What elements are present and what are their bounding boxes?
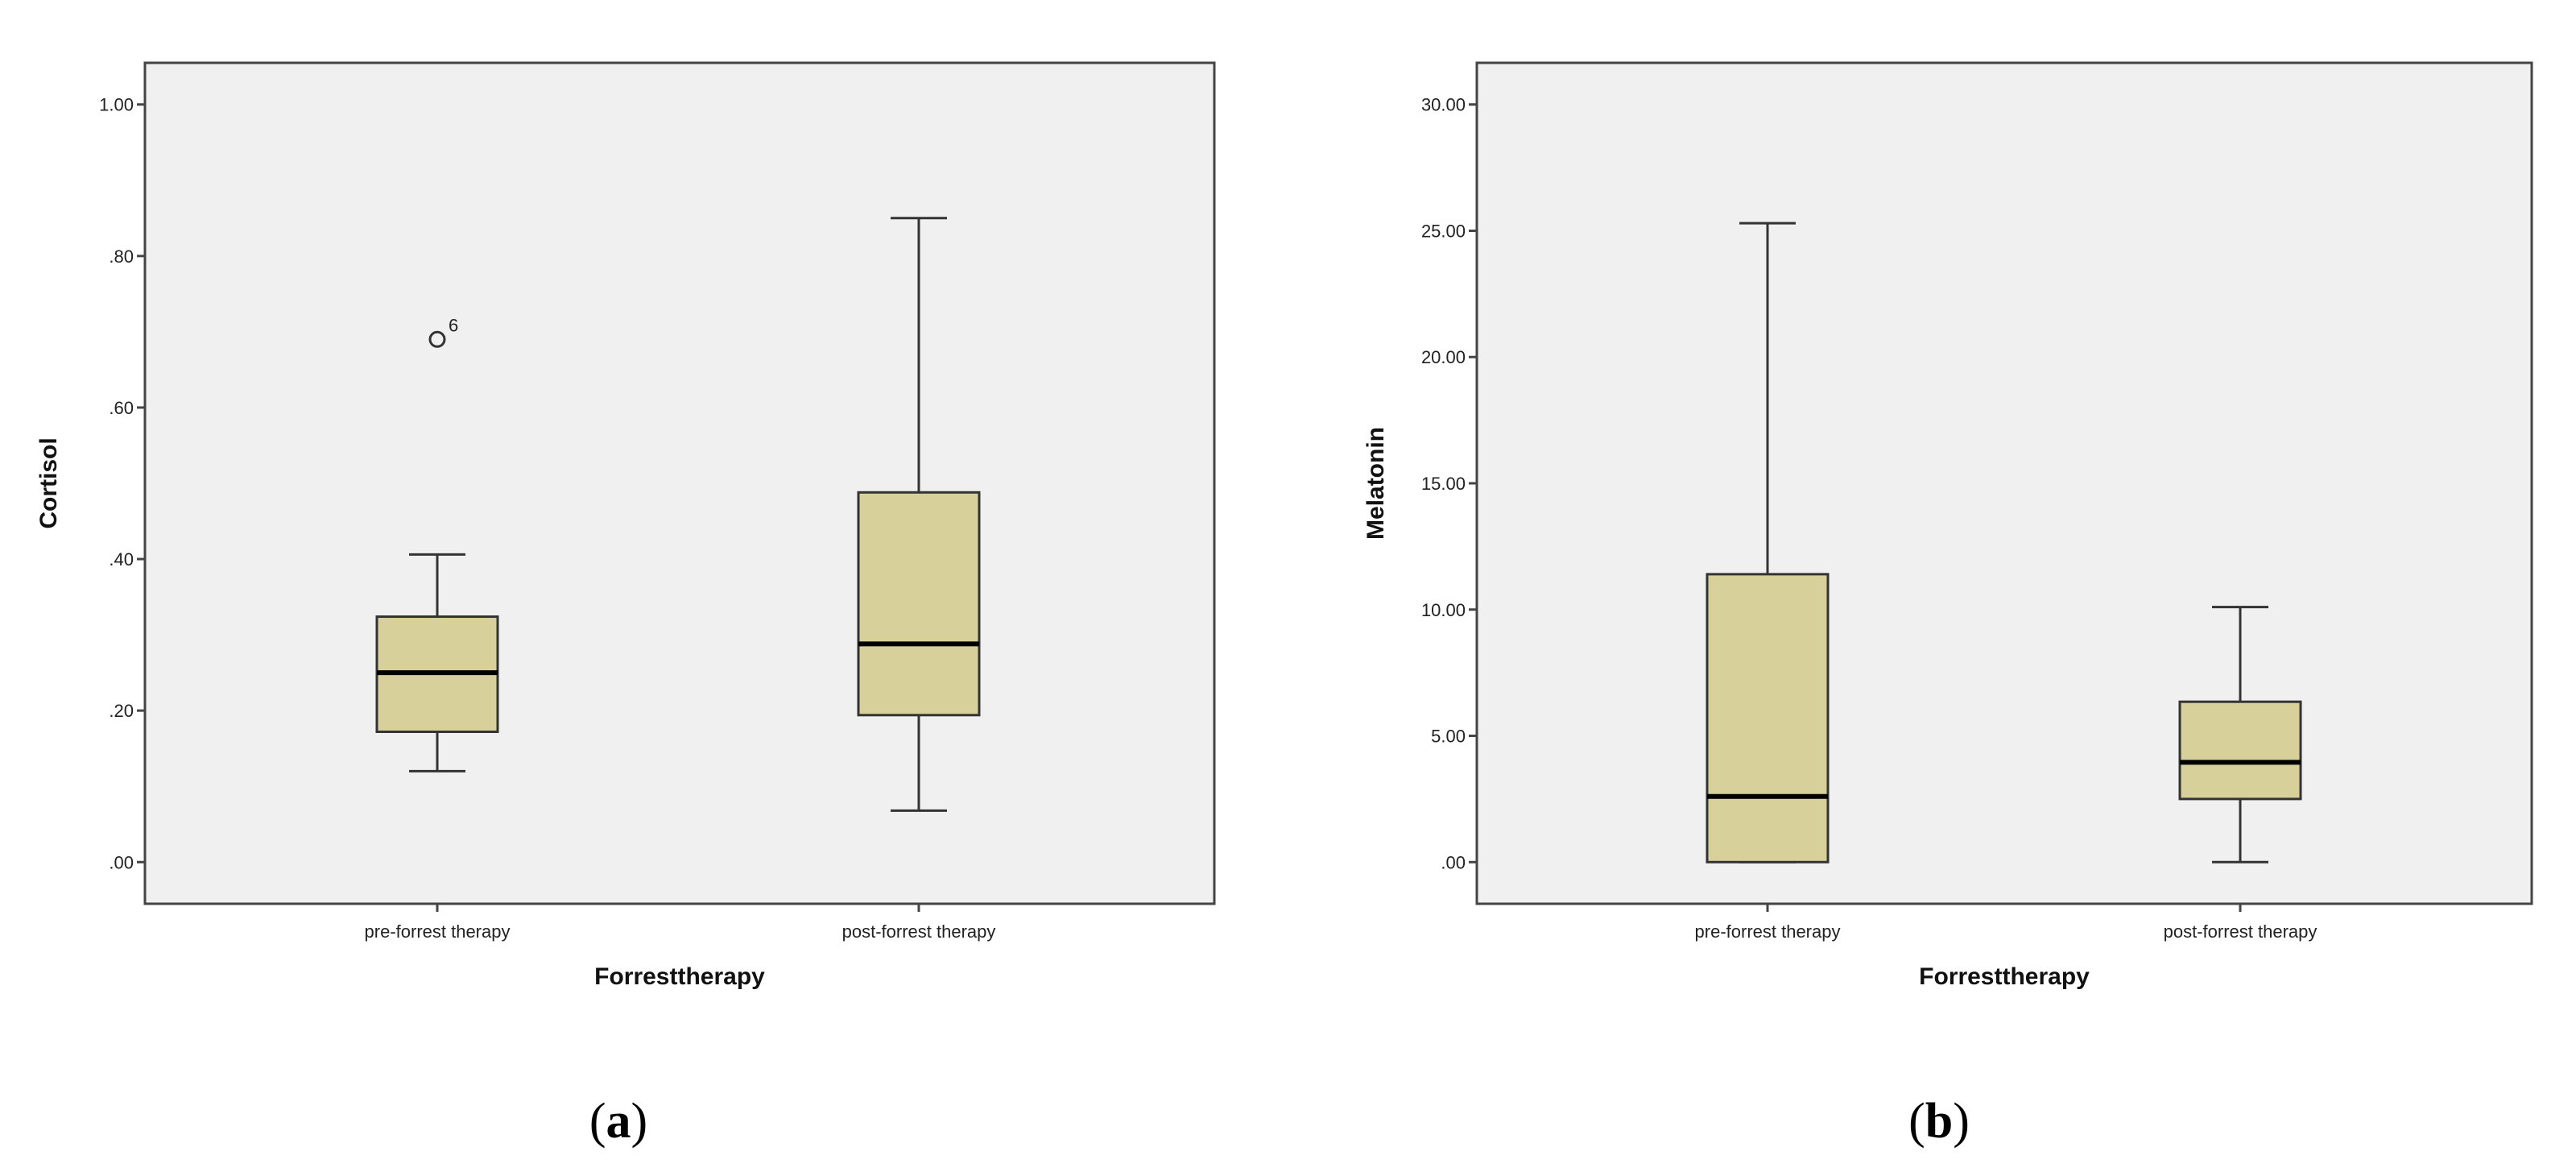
- box-pre: 6: [375, 315, 499, 772]
- y-tick-label: 1.00: [99, 95, 134, 115]
- x-tick-label: post-forrest therapy: [842, 921, 996, 942]
- y-axis-title: Melatonin: [1362, 427, 1389, 540]
- y-tick-label: .00: [1441, 852, 1466, 872]
- panel-label: (a): [589, 1094, 647, 1149]
- iqr-box: [1706, 573, 1830, 863]
- x-axis-title: Forresttherapy: [1919, 963, 2090, 990]
- outlier-label: 6: [449, 315, 458, 335]
- y-tick-label: 5.00: [1431, 727, 1466, 747]
- plot-area: [143, 61, 1216, 905]
- y-tick-label: .60: [109, 398, 134, 418]
- iqr-box: [2178, 700, 2302, 801]
- chart-panel-b: .00 5.00 10.00 15.00 20.00 25.00 30.00 pre-forr…: [1362, 61, 2533, 1149]
- iqr-box: [857, 491, 981, 717]
- y-axis-title: Cortisol: [35, 437, 62, 528]
- y-tick-label: 15.00: [1421, 474, 1466, 494]
- box-pre: [1706, 222, 1830, 863]
- y-tick-label: 25.00: [1421, 221, 1466, 241]
- y-tick-label: 30.00: [1421, 95, 1466, 115]
- y-tick-label: 20.00: [1421, 347, 1466, 367]
- y-tick-label: .40: [109, 549, 134, 569]
- y-tick-label: .80: [109, 246, 134, 267]
- x-tick-label: post-forrest therapy: [2164, 921, 2318, 942]
- box-post: [2178, 606, 2302, 863]
- panel-label: (b): [1908, 1094, 1970, 1149]
- x-tick-label: pre-forrest therapy: [365, 921, 511, 942]
- y-tick-label: .20: [109, 701, 134, 721]
- y-tick-label: 10.00: [1421, 600, 1466, 620]
- y-tick-label: .00: [109, 852, 134, 872]
- x-axis-title: Forresttherapy: [594, 963, 765, 990]
- outlier-point: [428, 330, 446, 348]
- chart-panel-a: .00 .20 .40 .60 .80 1.00 pre-forrest therapy po…: [35, 61, 1216, 1149]
- box-post: [857, 217, 981, 812]
- plot-area: [1475, 61, 2533, 905]
- x-tick-label: pre-forrest therapy: [1695, 921, 1841, 942]
